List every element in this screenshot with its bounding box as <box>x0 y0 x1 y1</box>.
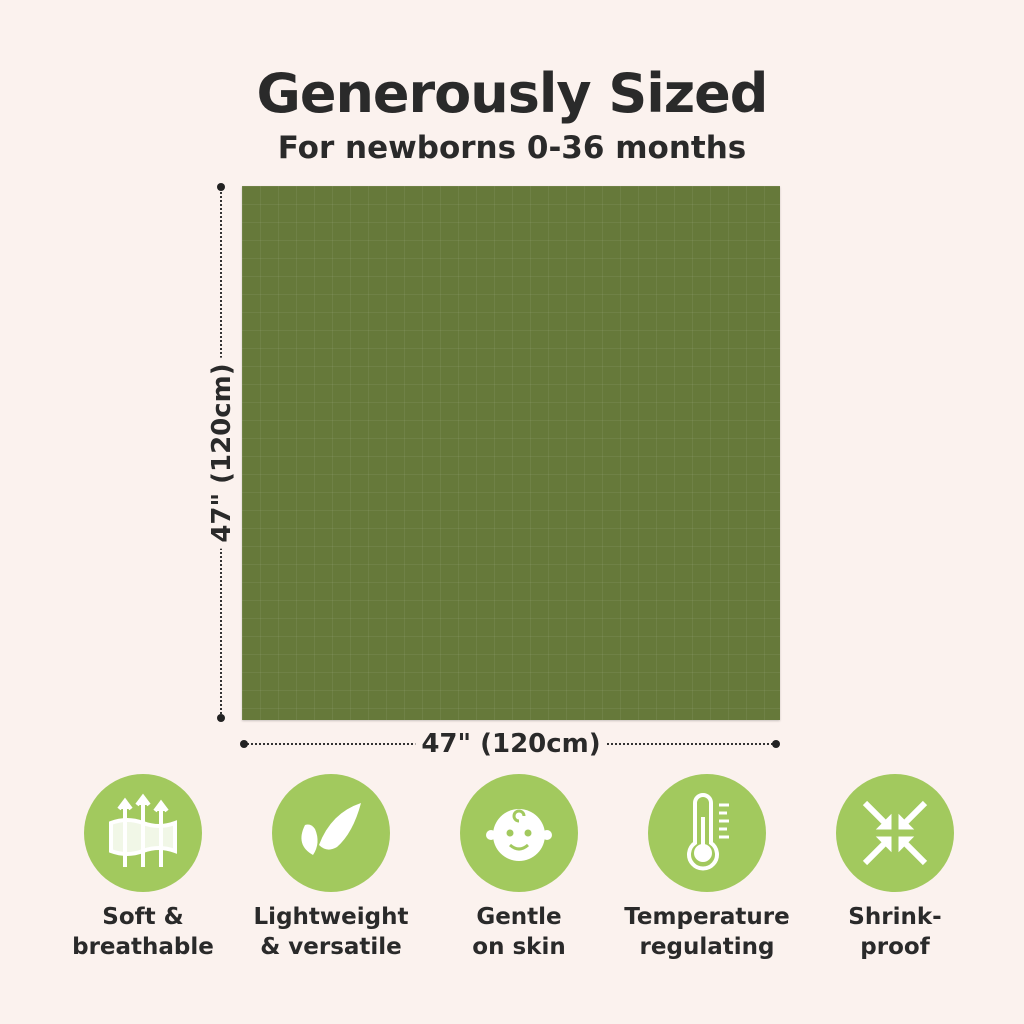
feature-temperature: Temperature regulating <box>617 774 797 962</box>
width-label: 47" (120cm) <box>415 729 607 759</box>
shrink-arrows-icon <box>836 774 954 892</box>
feature-label: Shrink- proof <box>848 904 942 960</box>
breathable-fabric-icon <box>84 774 202 892</box>
thermometer-icon <box>648 774 766 892</box>
feature-lightweight: Lightweight & versatile <box>241 774 421 962</box>
page-subtitle: For newborns 0-36 months <box>277 130 747 166</box>
feature-gentle: Gentle on skin <box>429 774 609 962</box>
blanket-image <box>242 186 780 720</box>
dimension-dot <box>217 183 225 191</box>
feature-label: Lightweight & versatile <box>253 904 409 960</box>
page-title: Generously Sized <box>256 62 769 125</box>
dimension-dot <box>772 740 780 748</box>
feature-soft-breathable: Soft & breathable <box>53 774 233 962</box>
dimension-dot <box>217 714 225 722</box>
feather-icon <box>272 774 390 892</box>
height-label: 47" (120cm) <box>207 357 237 549</box>
feature-shrink-proof: Shrink- proof <box>805 774 985 962</box>
feature-label: Soft & breathable <box>72 904 214 960</box>
feature-label: Gentle on skin <box>472 904 566 960</box>
baby-face-icon <box>460 774 578 892</box>
dimension-dot <box>240 740 248 748</box>
feature-label: Temperature regulating <box>624 904 790 960</box>
